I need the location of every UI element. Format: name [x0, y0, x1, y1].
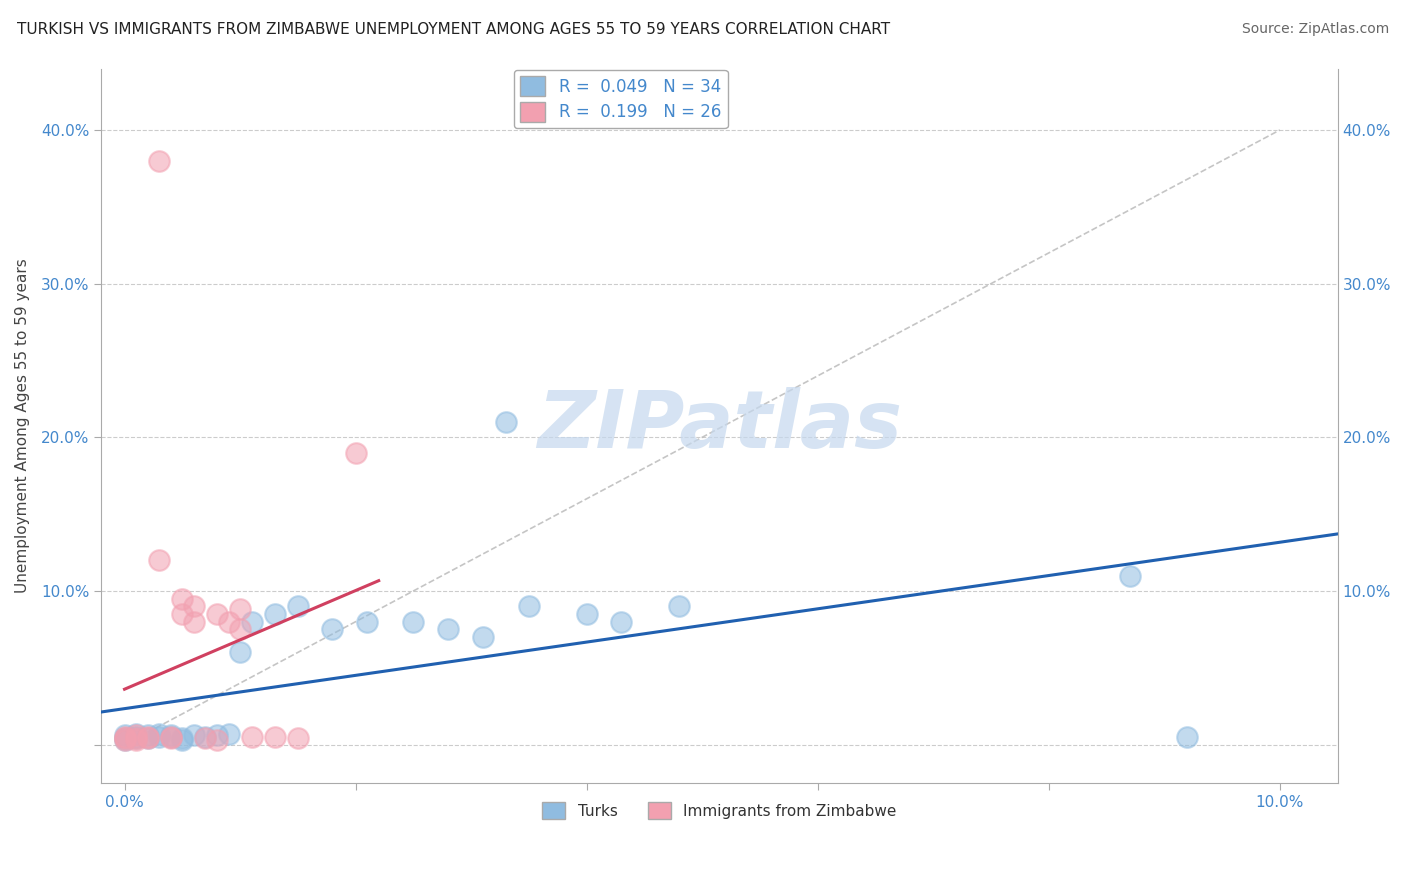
Point [229, 623, 252, 637]
Point [148, 553, 170, 567]
Point [159, 728, 181, 742]
Point [114, 731, 136, 746]
Text: Source: ZipAtlas.com: Source: ZipAtlas.com [1241, 22, 1389, 37]
Point [218, 727, 240, 741]
Point [183, 728, 205, 742]
Point [194, 731, 217, 746]
Point [229, 645, 252, 659]
Point [159, 730, 181, 744]
Point [183, 615, 205, 629]
Point [263, 607, 285, 621]
Legend: Turks, Immigrants from Zimbabwe: Turks, Immigrants from Zimbabwe [536, 796, 903, 825]
Point [321, 623, 343, 637]
Point [183, 599, 205, 614]
Point [1118, 568, 1140, 582]
Point [172, 733, 194, 747]
Point [136, 731, 159, 746]
Y-axis label: Unemployment Among Ages 55 to 59 years: Unemployment Among Ages 55 to 59 years [15, 259, 30, 593]
Point [205, 728, 228, 742]
Point [1177, 730, 1199, 744]
Point [344, 445, 367, 459]
Point [114, 733, 136, 747]
Point [495, 415, 517, 429]
Text: TURKISH VS IMMIGRANTS FROM ZIMBABWE UNEMPLOYMENT AMONG AGES 55 TO 59 YEARS CORRE: TURKISH VS IMMIGRANTS FROM ZIMBABWE UNEM… [17, 22, 890, 37]
Point [240, 615, 263, 629]
Point [610, 615, 633, 629]
Point [114, 728, 136, 742]
Point [263, 730, 285, 744]
Point [229, 602, 252, 616]
Point [148, 153, 170, 168]
Point [148, 727, 170, 741]
Point [172, 731, 194, 746]
Point [287, 731, 309, 746]
Point [125, 733, 148, 747]
Point [218, 615, 240, 629]
Point [194, 730, 217, 744]
Point [240, 730, 263, 744]
Point [287, 599, 309, 614]
Point [205, 733, 228, 747]
Point [148, 730, 170, 744]
Point [471, 630, 494, 644]
Point [136, 730, 159, 744]
Point [136, 728, 159, 742]
Point [125, 727, 148, 741]
Point [356, 615, 378, 629]
Point [125, 730, 148, 744]
Point [114, 731, 136, 746]
Point [159, 731, 181, 746]
Point [136, 731, 159, 746]
Point [402, 615, 425, 629]
Point [125, 728, 148, 742]
Point [517, 599, 540, 614]
Point [125, 731, 148, 746]
Point [205, 607, 228, 621]
Point [172, 591, 194, 606]
Point [437, 623, 460, 637]
Point [114, 730, 136, 744]
Text: ZIPatlas: ZIPatlas [537, 387, 903, 465]
Point [114, 733, 136, 747]
Point [575, 607, 598, 621]
Point [172, 607, 194, 621]
Point [125, 731, 148, 746]
Point [159, 730, 181, 744]
Point [668, 599, 690, 614]
